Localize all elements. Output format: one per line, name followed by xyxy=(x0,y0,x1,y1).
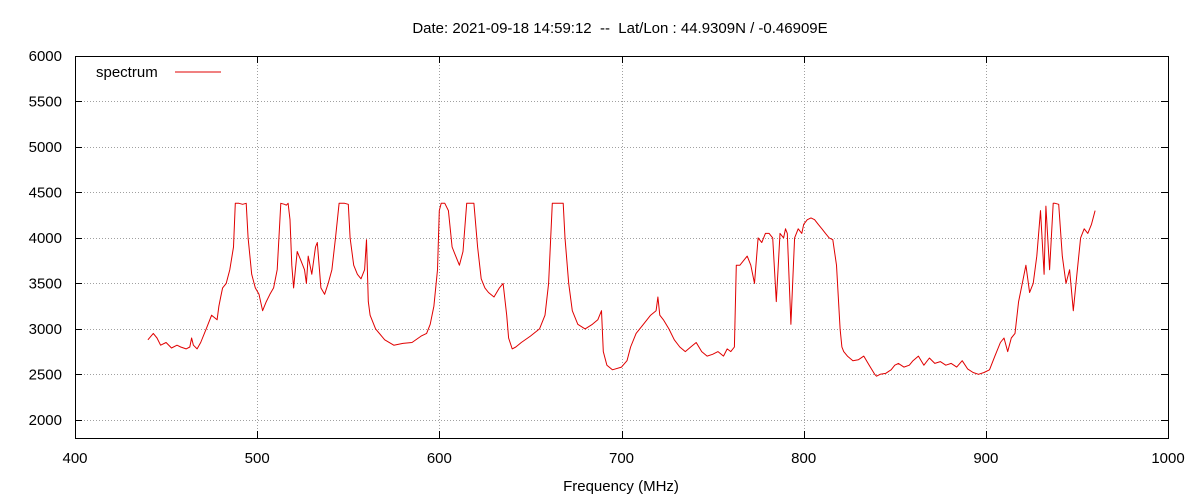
y-tick-label: 3500 xyxy=(29,275,62,292)
x-tick-label: 700 xyxy=(609,450,634,467)
x-tick-label: 400 xyxy=(62,450,87,467)
y-tick-label: 2500 xyxy=(29,366,62,383)
y-tick-label: 5000 xyxy=(29,139,62,156)
x-tick-label: 1000 xyxy=(1151,450,1184,467)
x-axis-label: Frequency (MHz) xyxy=(563,478,679,495)
axis-tick-labels: 400 500 600 700 800 900 1000 2000 2500 3000 3500 40… xyxy=(29,48,1185,467)
grid-lines xyxy=(75,56,1168,438)
series-layer xyxy=(147,202,1096,377)
y-tick-label: 4000 xyxy=(29,230,62,247)
legend: spectrum xyxy=(96,64,221,81)
x-tick-label: 600 xyxy=(427,450,452,467)
legend-label-spectrum: spectrum xyxy=(96,64,158,81)
y-tick-label: 5500 xyxy=(29,93,62,110)
y-tick-label: 4500 xyxy=(29,184,62,201)
series-line-spectrum xyxy=(147,202,1096,377)
chart-title: Date: 2021-09-18 14:59:12 -- Lat/Lon : 4… xyxy=(412,20,827,37)
y-tick-label: 6000 xyxy=(29,48,62,65)
y-tick-label: 2000 xyxy=(29,412,62,429)
x-tick-label: 900 xyxy=(973,450,998,467)
x-tick-label: 500 xyxy=(245,450,270,467)
x-tick-label: 800 xyxy=(791,450,816,467)
y-tick-label: 3000 xyxy=(29,321,62,338)
plot-frame xyxy=(75,56,1169,439)
